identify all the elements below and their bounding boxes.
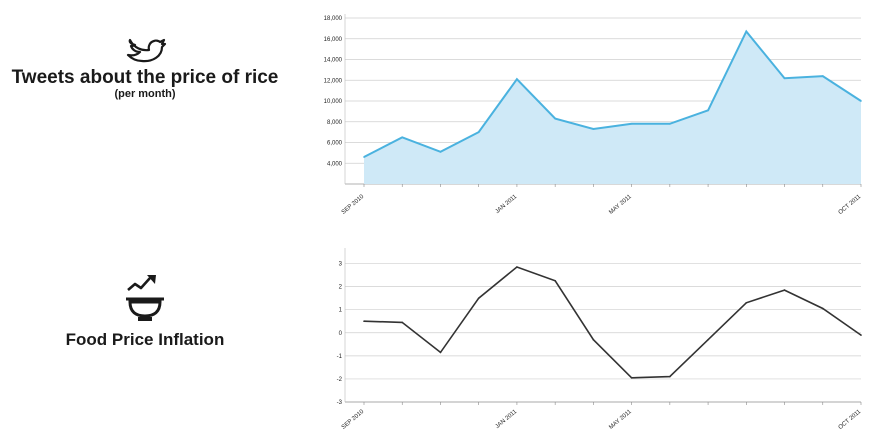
data-point xyxy=(401,321,404,324)
y-tick-label: -3 xyxy=(337,400,343,406)
data-point xyxy=(630,376,633,379)
data-point xyxy=(860,100,862,102)
data-point xyxy=(516,266,518,268)
y-tick-label: 0 xyxy=(339,331,343,337)
data-point xyxy=(554,280,556,282)
x-tick-label: SEP 2010 xyxy=(341,194,366,216)
data-point xyxy=(439,151,442,153)
food-label-block: Food Price Inflation xyxy=(0,272,290,350)
data-point xyxy=(707,338,709,341)
data-point xyxy=(401,136,404,139)
x-tick-label: MAY 2011 xyxy=(608,409,633,431)
y-tick-label: 12,000 xyxy=(324,78,343,84)
y-tick-label: 4,000 xyxy=(327,161,343,167)
series-line xyxy=(363,29,862,158)
data-point xyxy=(363,156,365,158)
x-tick-label: OCT 2011 xyxy=(838,194,863,216)
y-tick-label: 10,000 xyxy=(324,99,343,105)
data-point xyxy=(821,75,824,77)
x-tick-label: OCT 2011 xyxy=(838,409,863,431)
tweets-title: Tweets about the price of rice xyxy=(11,67,279,88)
data-point xyxy=(477,131,480,133)
x-tick-label: SEP 2010 xyxy=(341,409,366,431)
data-point xyxy=(783,289,786,291)
y-tick-label: 3 xyxy=(339,262,343,268)
rising-bowl-icon xyxy=(126,275,164,321)
data-point xyxy=(630,123,633,125)
y-tick-label: 8,000 xyxy=(327,120,343,126)
y-tick-label: 16,000 xyxy=(324,37,343,43)
x-tick-label: MAY 2011 xyxy=(608,194,633,216)
y-tick-label: -2 xyxy=(337,377,343,383)
y-tick-label: 6,000 xyxy=(327,141,343,147)
food-title: Food Price Inflation xyxy=(65,330,225,349)
x-tick-label: JAN 2011 xyxy=(495,194,519,216)
data-point xyxy=(783,77,786,79)
data-point xyxy=(745,301,748,304)
data-point xyxy=(707,109,709,112)
twitter-bird-icon xyxy=(126,38,167,63)
y-tick-label: 14,000 xyxy=(324,58,343,64)
y-tick-label: 18,000 xyxy=(324,16,343,22)
data-point xyxy=(669,375,671,378)
y-tick-label: 1 xyxy=(339,308,343,314)
data-point xyxy=(516,78,518,81)
data-point xyxy=(745,30,748,33)
data-point xyxy=(477,297,480,299)
data-point xyxy=(363,320,365,323)
y-tick-label: -1 xyxy=(337,354,343,360)
tweets-subtitle: (per month) xyxy=(114,88,176,100)
tweets-area-chart: 4,000 6,000 8,000 10,000 12,000 14,000 16,000 1… xyxy=(324,14,863,216)
y-tick-label: 2 xyxy=(339,285,343,291)
data-point xyxy=(554,117,556,120)
series-line xyxy=(363,266,862,379)
food-inflation-line-chart: -3 -2 -1 0 1 2 3 SEP 2010 JAN 2011 MAY 2011 OCT 20… xyxy=(337,248,863,431)
data-point xyxy=(439,351,442,354)
data-point xyxy=(669,123,671,125)
area-fill xyxy=(364,31,861,184)
data-point xyxy=(592,128,595,130)
x-tick-label: JAN 2011 xyxy=(495,409,519,431)
data-point xyxy=(821,307,824,310)
data-point xyxy=(592,338,595,341)
data-point xyxy=(860,334,862,336)
tweets-label-block: Tweets about the price of rice (per mont… xyxy=(0,30,290,100)
